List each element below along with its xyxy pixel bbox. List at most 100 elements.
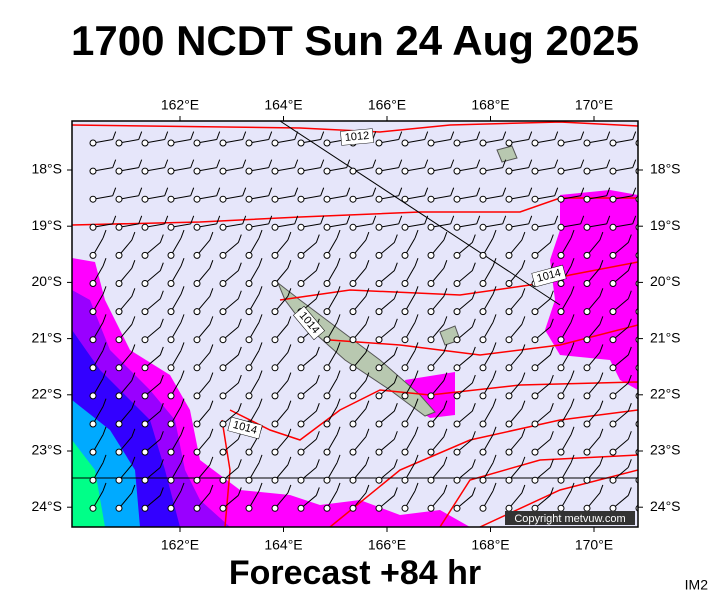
- wind-barb: [297, 346, 320, 372]
- barb-station: [167, 139, 175, 147]
- wind-barb: [115, 428, 136, 456]
- wind-barb: [609, 290, 632, 316]
- barb-flag: [336, 258, 341, 267]
- barb-flag: [521, 288, 526, 297]
- wind-barb: [557, 314, 575, 344]
- barb-flag: [159, 346, 164, 356]
- wind-barb: [401, 131, 429, 147]
- barb-station: [167, 223, 175, 231]
- wind-barb: [479, 229, 497, 259]
- barb-station: [115, 280, 123, 287]
- barb-flag: [627, 374, 632, 384]
- barb-flag: [131, 344, 136, 353]
- lat-label: 21°S: [31, 329, 62, 345]
- wind-barb: [479, 482, 497, 512]
- barb-station: [271, 308, 279, 316]
- wind-barb: [219, 131, 247, 147]
- wind-barb: [323, 370, 341, 400]
- barb-station: [583, 476, 591, 484]
- barb-station: [609, 280, 617, 287]
- barb-flag: [336, 370, 341, 379]
- barb-flag: [471, 346, 476, 356]
- wind-barb: [505, 288, 526, 316]
- barb-flag: [346, 187, 351, 196]
- barb-station: [557, 308, 565, 316]
- barb-flag: [180, 342, 185, 351]
- barb-station: [271, 280, 279, 287]
- wind-barb: [115, 456, 136, 484]
- wind-barb: [271, 316, 292, 344]
- barb-flag: [216, 159, 221, 168]
- wind-barb: [505, 316, 526, 344]
- barb-station: [401, 223, 409, 231]
- barb-station: [219, 476, 227, 484]
- wind-barb: [141, 215, 169, 231]
- barb-flag: [365, 344, 370, 353]
- barb-station: [479, 504, 487, 512]
- barb-flag: [570, 454, 575, 464]
- barb-station: [453, 392, 461, 400]
- barb-station: [479, 392, 487, 400]
- barb-flag: [190, 159, 195, 168]
- barb-flag: [209, 456, 214, 466]
- barb-flag: [209, 400, 214, 409]
- wind-barb: [323, 482, 341, 512]
- lat-label: 20°S: [650, 273, 681, 289]
- barb-station: [583, 223, 591, 231]
- barb-flag: [112, 215, 117, 225]
- barb-flag: [580, 187, 585, 196]
- barb-station: [505, 392, 513, 400]
- wind-barb: [479, 426, 497, 456]
- barb-flag: [102, 398, 107, 407]
- barb-flag: [599, 260, 604, 269]
- lat-label: 19°S: [650, 217, 681, 233]
- wind-barb: [557, 370, 575, 400]
- barb-shaft: [639, 294, 649, 311]
- wind-barb: [557, 398, 575, 428]
- lat-label: 21°S: [650, 329, 681, 345]
- barb-station: [89, 251, 97, 259]
- barb-flag: [599, 484, 604, 494]
- barb-station: [89, 448, 97, 456]
- barb-flag: [393, 262, 398, 271]
- barb-flag: [336, 342, 341, 351]
- wind-barb: [609, 431, 632, 456]
- barb-flag: [131, 484, 136, 494]
- wind-barb: [167, 229, 185, 259]
- barb-flag: [365, 484, 370, 494]
- wind-barb: [271, 231, 292, 259]
- barb-station: [323, 139, 331, 147]
- barb-station: [167, 392, 175, 400]
- barb-flag: [112, 131, 117, 140]
- barb-station: [453, 139, 461, 147]
- wind-barb: [297, 431, 320, 456]
- barb-flag: [180, 426, 185, 435]
- barb-flag: [580, 215, 585, 225]
- barb-flag: [398, 187, 403, 196]
- barb-station: [401, 139, 409, 147]
- wind-barb: [193, 484, 214, 512]
- barb-shaft: [639, 350, 649, 367]
- barb-flag: [242, 159, 247, 168]
- wind-barb: [505, 215, 533, 231]
- wind-barb: [167, 454, 185, 484]
- wind-barb: [89, 286, 107, 316]
- wind-barb: [453, 159, 481, 175]
- barb-flag: [131, 400, 136, 409]
- barb-station: [349, 167, 357, 175]
- wind-barb: [583, 260, 604, 287]
- barb-station: [349, 336, 357, 344]
- barb-station: [557, 420, 565, 428]
- barb-station: [453, 308, 461, 316]
- barb-flag: [258, 286, 263, 295]
- wind-barb: [427, 372, 448, 400]
- barb-station: [427, 420, 435, 428]
- barb-flag: [180, 314, 185, 323]
- wind-barb: [427, 260, 448, 287]
- barb-flag: [502, 131, 507, 140]
- wind-barb: [219, 159, 247, 175]
- barb-flag: [521, 316, 526, 325]
- lon-label: 170°E: [575, 97, 613, 113]
- barb-station: [271, 364, 279, 372]
- wind-barb: [583, 131, 611, 147]
